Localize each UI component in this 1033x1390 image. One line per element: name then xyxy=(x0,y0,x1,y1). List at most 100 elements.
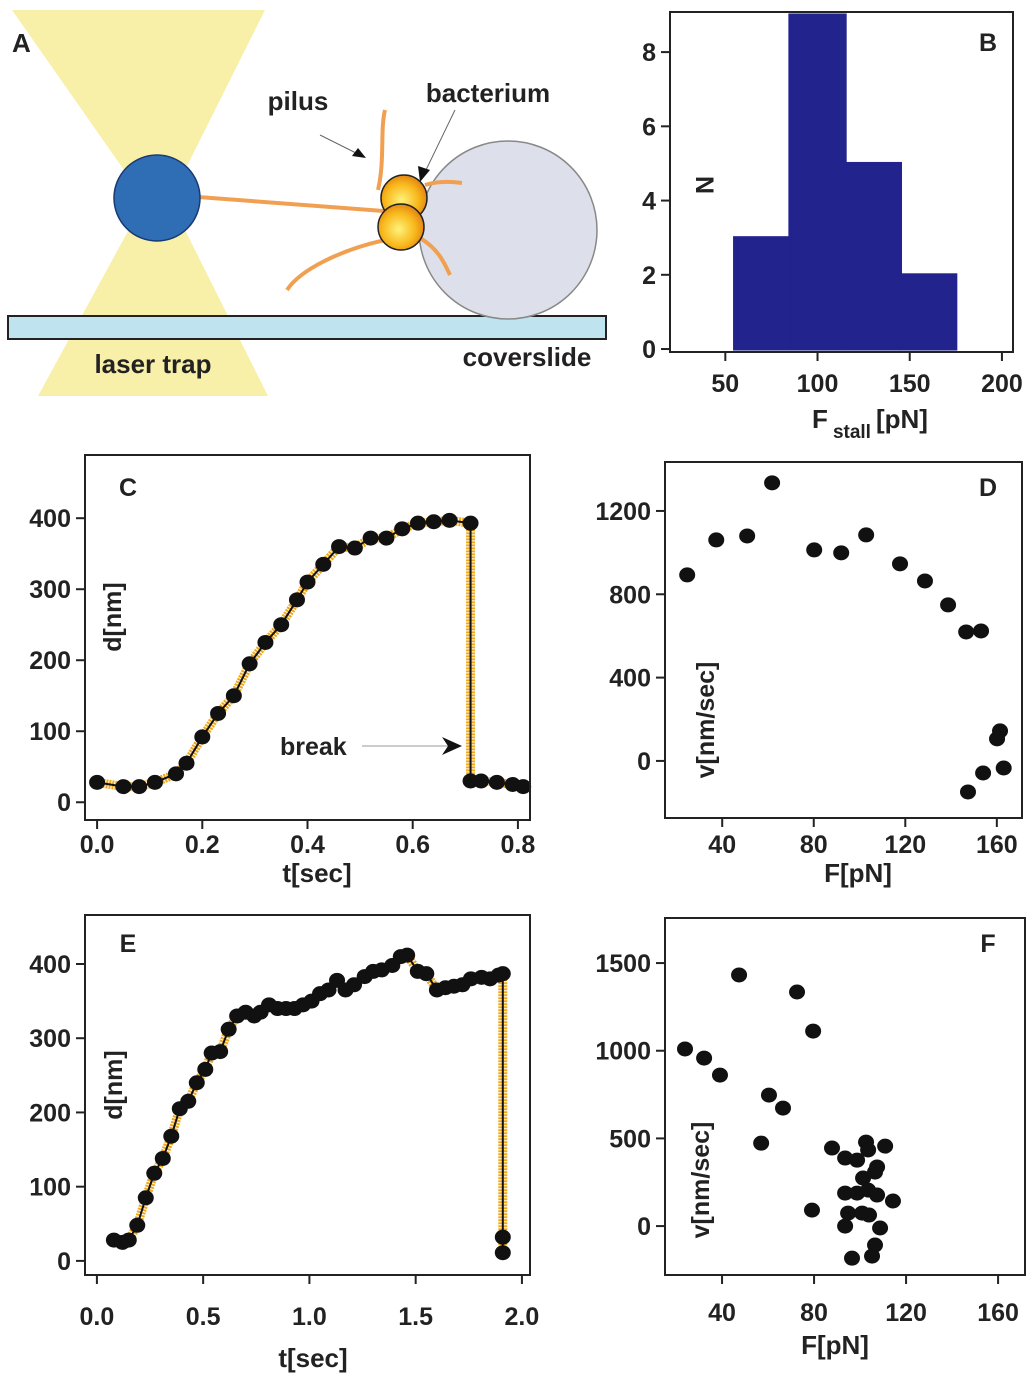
panel-letter: B xyxy=(979,29,997,57)
point xyxy=(494,966,511,982)
point xyxy=(679,567,696,583)
panel-letter: E xyxy=(120,930,137,958)
x-tick-label: 0.0 xyxy=(80,831,115,859)
point xyxy=(288,592,305,608)
point xyxy=(362,530,379,546)
chart: 0.0 0.5 1.0 1.5 2.0 0 100 200 300 400 Ed[nm] t[sec] xyxy=(29,914,540,1373)
point xyxy=(197,1061,214,1077)
x-tick-label: 150 xyxy=(889,370,931,398)
y-axis-label: N xyxy=(690,176,718,194)
arrow xyxy=(319,134,361,156)
point xyxy=(860,1142,877,1158)
trapped-bead xyxy=(113,154,201,242)
y-tick-label: 400 xyxy=(609,665,651,693)
point xyxy=(837,1185,854,1201)
x-tick-label: 40 xyxy=(708,831,736,859)
bacterium xyxy=(377,203,425,251)
y-tick-label: 0 xyxy=(642,336,656,364)
y-axis-label: d[nm] xyxy=(100,1050,128,1119)
x-tick-label: 0.4 xyxy=(290,831,325,859)
point xyxy=(494,1245,511,1261)
point xyxy=(178,755,195,771)
label: bacterium xyxy=(426,78,550,108)
plot-frame xyxy=(664,461,1023,819)
arrowhead xyxy=(418,166,430,182)
point xyxy=(212,1044,229,1060)
y-tick-label: 6 xyxy=(642,113,656,141)
chart: 40 80 120 160 0 400 800 1200 Dv[nm/sec] F[pN] xyxy=(595,461,1023,888)
y-tick-label: 400 xyxy=(29,505,71,533)
y-tick-label: 0 xyxy=(637,1213,651,1241)
x-tick-label: 0.8 xyxy=(501,831,536,859)
bar xyxy=(899,273,958,351)
point xyxy=(975,765,992,781)
point xyxy=(708,532,725,548)
x-axis-label-part: F xyxy=(812,404,828,434)
point xyxy=(441,512,458,528)
point xyxy=(315,556,332,572)
chart: 40 80 120 160 0 500 1000 1500 Fv[nm/sec] F[pN] xyxy=(595,917,1026,1360)
x-axis-label-part: stall xyxy=(833,422,871,443)
point xyxy=(973,623,990,639)
point xyxy=(146,1165,163,1181)
point xyxy=(220,1021,237,1037)
point xyxy=(864,1248,881,1264)
x-tick-label: 50 xyxy=(711,370,739,398)
point xyxy=(803,1202,820,1218)
annotation: break xyxy=(280,733,347,761)
point xyxy=(210,705,227,721)
y-tick-label: 100 xyxy=(29,718,71,746)
y-axis-label: v[nm/sec] xyxy=(692,662,720,779)
point xyxy=(824,1140,841,1156)
arrow xyxy=(424,109,456,173)
y-tick-label: 300 xyxy=(29,576,71,604)
y-axis-label: v[nm/sec] xyxy=(687,1122,715,1239)
pilus xyxy=(197,195,385,213)
point xyxy=(916,573,933,589)
plot-frame xyxy=(84,914,531,1276)
bar xyxy=(843,161,903,351)
point xyxy=(473,773,490,789)
y-tick-label: 4 xyxy=(642,188,656,216)
panel-a: A pilus bacterium laser trap coverslide xyxy=(7,10,607,396)
point xyxy=(146,774,163,790)
panel-letter: F xyxy=(980,930,995,958)
x-tick-label: 100 xyxy=(797,370,839,398)
point xyxy=(399,947,416,963)
point xyxy=(394,521,411,537)
point xyxy=(731,967,748,983)
point xyxy=(346,977,363,993)
point xyxy=(840,1205,857,1221)
point xyxy=(855,1170,872,1186)
point xyxy=(849,1152,866,1168)
point xyxy=(959,784,976,800)
x-tick-label: 0.6 xyxy=(395,831,430,859)
point xyxy=(425,514,442,530)
x-tick-label: 80 xyxy=(800,1299,828,1327)
bar xyxy=(788,13,847,351)
x-tick-label: 120 xyxy=(885,1299,927,1327)
y-tick-label: 1200 xyxy=(595,498,651,526)
point xyxy=(409,515,426,531)
y-tick-label: 2 xyxy=(642,262,656,290)
x-tick-label: 2.0 xyxy=(505,1303,540,1331)
label: pilus xyxy=(268,86,329,116)
x-tick-label: 1.5 xyxy=(398,1303,433,1331)
point xyxy=(462,515,479,531)
x-tick-label: 40 xyxy=(708,1299,736,1327)
point xyxy=(775,1100,792,1116)
y-tick-label: 8 xyxy=(642,39,656,67)
y-tick-label: 0 xyxy=(57,789,71,817)
point xyxy=(739,528,756,544)
point xyxy=(844,1250,861,1266)
point xyxy=(958,624,975,640)
point xyxy=(872,1220,889,1236)
y-tick-label: 0 xyxy=(637,748,651,776)
point xyxy=(989,731,1006,747)
x-tick-label: 160 xyxy=(977,1299,1019,1327)
point xyxy=(167,766,184,782)
y-tick-label: 0 xyxy=(57,1248,71,1276)
point xyxy=(711,1067,728,1083)
